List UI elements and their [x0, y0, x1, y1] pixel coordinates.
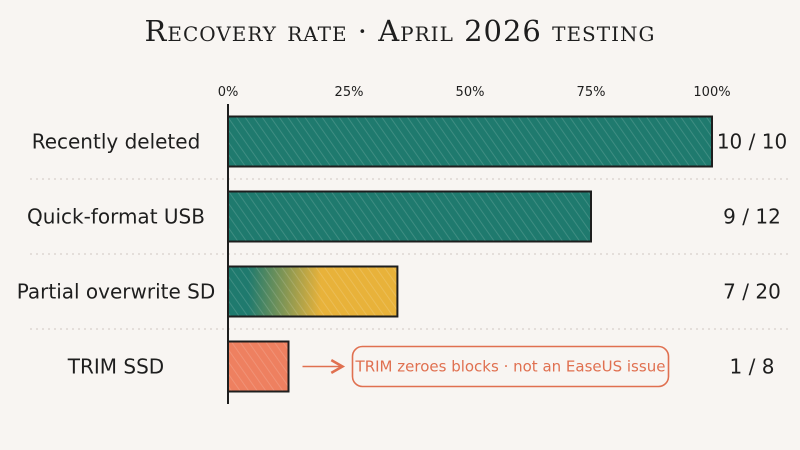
value-label: 9 / 12: [723, 205, 781, 229]
bar-hatch: [228, 191, 591, 242]
value-label: 7 / 20: [723, 280, 781, 304]
bar-hatch: [228, 341, 289, 392]
annotation-box: [351, 345, 670, 388]
category-label: Quick-format USB: [27, 205, 205, 229]
x-tick-label: 0%: [218, 85, 239, 100]
bar-trim-ssd: [227, 340, 290, 393]
category-label: Recently deleted: [32, 130, 201, 154]
bar-hatch: [228, 266, 398, 317]
annotation-text: TRIM zeroes blocks · not an EaseUS issue: [355, 358, 666, 376]
category-label: Partial overwrite SD: [17, 280, 216, 304]
x-tick-label: 100%: [693, 85, 730, 100]
category-label: TRIM SSD: [67, 355, 164, 379]
value-label: 1 / 8: [730, 355, 775, 379]
x-tick-label: 25%: [335, 85, 364, 100]
bar-recently-deleted: [227, 115, 713, 168]
bar-partial-overwrite-sd: [227, 265, 399, 318]
x-tick-label: 75%: [577, 85, 606, 100]
bar-quick-format-usb: [227, 190, 592, 243]
value-label: 10 / 10: [717, 130, 787, 154]
bar-hatch: [228, 116, 712, 167]
chart-title: Recovery rate · April 2026 testing: [144, 14, 656, 48]
x-tick-label: 50%: [456, 85, 485, 100]
